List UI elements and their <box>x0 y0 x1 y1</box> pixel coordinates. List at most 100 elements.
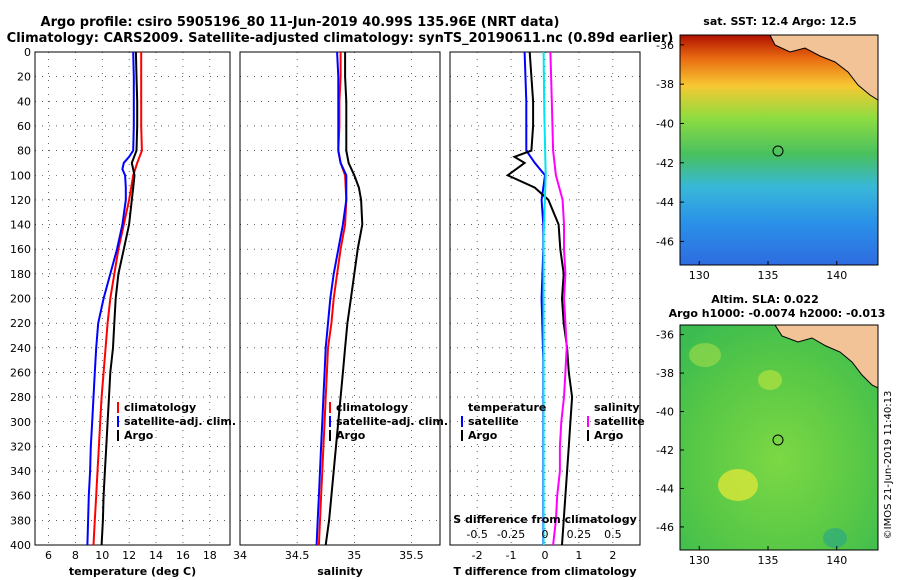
series-t-argo <box>505 51 574 546</box>
map-lat-label: -42 <box>656 444 674 457</box>
map-lat-label: -46 <box>656 521 674 534</box>
plot-frame <box>34 51 231 546</box>
x-tick-label: 12 <box>122 549 136 562</box>
sst-map-axes: 130 135 140 -36 -38 -40 -42 -44 -46 <box>656 39 847 282</box>
y-tick-label: 380 <box>10 514 31 527</box>
s-tick-label: -0.5 <box>466 528 487 541</box>
panel-difference: -2 -1 0 1 2 T difference from climatology S di… <box>449 51 645 578</box>
x-tick-label: 34.5 <box>285 549 310 562</box>
sst-map: sat. SST: 12.4 Argo: 12.5 130 135 140 -36 -3… <box>656 15 879 282</box>
y-tick-label: 40 <box>17 95 31 108</box>
map-lat-label: -46 <box>656 235 674 248</box>
map-lat-label: -44 <box>656 482 674 495</box>
legend-label: Argo <box>594 429 624 442</box>
legend-label: Argo <box>336 429 366 442</box>
map-lon-label: 130 <box>689 554 710 567</box>
series-s-argo <box>549 51 568 546</box>
map-lon-label: 130 <box>689 269 710 282</box>
sst-map-title: sat. SST: 12.4 Argo: 12.5 <box>703 15 856 28</box>
y-tick-label: 100 <box>10 169 31 182</box>
y-tick-label: 240 <box>10 342 31 355</box>
sla-map-title-1: Altim. SLA: 0.022 <box>711 293 818 306</box>
s-axis-label: S difference from climatology <box>453 513 637 526</box>
series-argo <box>324 52 364 546</box>
panel-salinity: 34 34.5 35 35.5 salinity climatologysatellite… <box>233 51 448 578</box>
sst-field <box>680 35 878 265</box>
series-climatology <box>92 52 143 546</box>
series-argo <box>100 51 139 546</box>
y-tick-label: 160 <box>10 243 31 256</box>
map-lon-label: 135 <box>758 269 779 282</box>
y-tick-label: 260 <box>10 366 31 379</box>
legend-label: climatology <box>336 401 408 414</box>
x-tick-label: 14 <box>149 549 163 562</box>
y-tick-label: 300 <box>10 416 31 429</box>
map-lat-label: -40 <box>656 406 674 419</box>
y-tick-label: 400 <box>10 539 31 552</box>
legend-label: Argo <box>124 429 154 442</box>
legend-label: satellite <box>468 415 519 428</box>
x-tick-label: 8 <box>72 549 79 562</box>
x-tick-label: 34 <box>233 549 247 562</box>
map-lat-label: -40 <box>656 117 674 130</box>
x-tick-label: -2 <box>472 549 483 562</box>
map-lon-label: 135 <box>758 554 779 567</box>
s-tick-label: 0.25 <box>567 528 592 541</box>
map-lat-label: -38 <box>656 367 674 380</box>
legend-label: climatology <box>124 401 196 414</box>
x-tick-label: 0 <box>542 549 549 562</box>
sla-anomaly-high <box>718 469 758 501</box>
map-lat-label: -42 <box>656 157 674 170</box>
x-tick-label: 1 <box>575 549 582 562</box>
x-tick-label: 35.5 <box>399 549 424 562</box>
x-axis-label: temperature (deg C) <box>69 565 196 578</box>
x-tick-label: 18 <box>203 549 217 562</box>
legend-label: Argo <box>468 429 498 442</box>
sla-map: Altim. SLA: 0.022 Argo h1000: -0.0074 h2… <box>656 293 885 567</box>
y-tick-label: 220 <box>10 317 31 330</box>
y-tick-label: 80 <box>17 145 31 158</box>
sla-anomaly-high <box>689 343 721 367</box>
y-tick-label: 340 <box>10 465 31 478</box>
sla-map-title-2: Argo h1000: -0.0074 h2000: -0.013 <box>669 307 886 320</box>
y-tick-label: 20 <box>17 71 31 84</box>
y-tick-label: 320 <box>10 440 31 453</box>
x-tick-label: -1 <box>506 549 517 562</box>
sla-map-frame <box>679 324 879 551</box>
x-tick-label: 35 <box>347 549 361 562</box>
panel-temperature: 0 20 40 60 80 100 120 140 160 180 200 220 240 260 280 3… <box>10 46 236 578</box>
x-axis-label: salinity <box>317 565 363 578</box>
y-tick-label: 280 <box>10 391 31 404</box>
y-tick-label: 0 <box>24 46 31 59</box>
legend-label: satellite <box>594 415 645 428</box>
x-tick-label: 2 <box>609 549 616 562</box>
sla-argo-marker <box>772 434 784 446</box>
x-tick-label: 16 <box>176 549 190 562</box>
legend-title-temperature: temperature <box>468 401 546 414</box>
map-lat-label: -44 <box>656 196 674 209</box>
profile-panels: 0204060801001201401601802002202402602803… <box>10 46 645 578</box>
legend-label: satellite-adj. clim. <box>336 415 448 428</box>
sst-map-frame <box>679 34 879 266</box>
sla-anomaly-high <box>758 370 782 390</box>
s-tick-label: 0 <box>542 528 549 541</box>
legend-title-salinity: salinity <box>594 401 640 414</box>
y-tick-label: 120 <box>10 194 31 207</box>
map-lat-label: -38 <box>656 78 674 91</box>
legend-label: satellite-adj. clim. <box>124 415 236 428</box>
title-line-2: Climatology: CARS2009. Satellite-adjuste… <box>7 31 674 46</box>
y-tick-label: 200 <box>10 293 31 306</box>
title-line-1: Argo profile: csiro 5905196_80 11-Jun-20… <box>41 15 560 30</box>
x-tick-label: 6 <box>45 549 52 562</box>
x-axis-label: T difference from climatology <box>453 565 636 578</box>
imos-watermark: ©IMOS 21-Jun-2019 11:40:13 <box>883 391 894 540</box>
map-lat-label: -36 <box>656 329 674 342</box>
y-tick-label: 60 <box>17 120 31 133</box>
x-tick-label: 10 <box>95 549 109 562</box>
s-tick-label: -0.25 <box>497 528 525 541</box>
y-tick-label: 360 <box>10 490 31 503</box>
map-lon-label: 140 <box>826 269 847 282</box>
sla-map-axes: 130 135 140 -36 -38 -40 -42 -44 -46 <box>656 329 847 567</box>
series-satellite-adj <box>315 51 348 546</box>
